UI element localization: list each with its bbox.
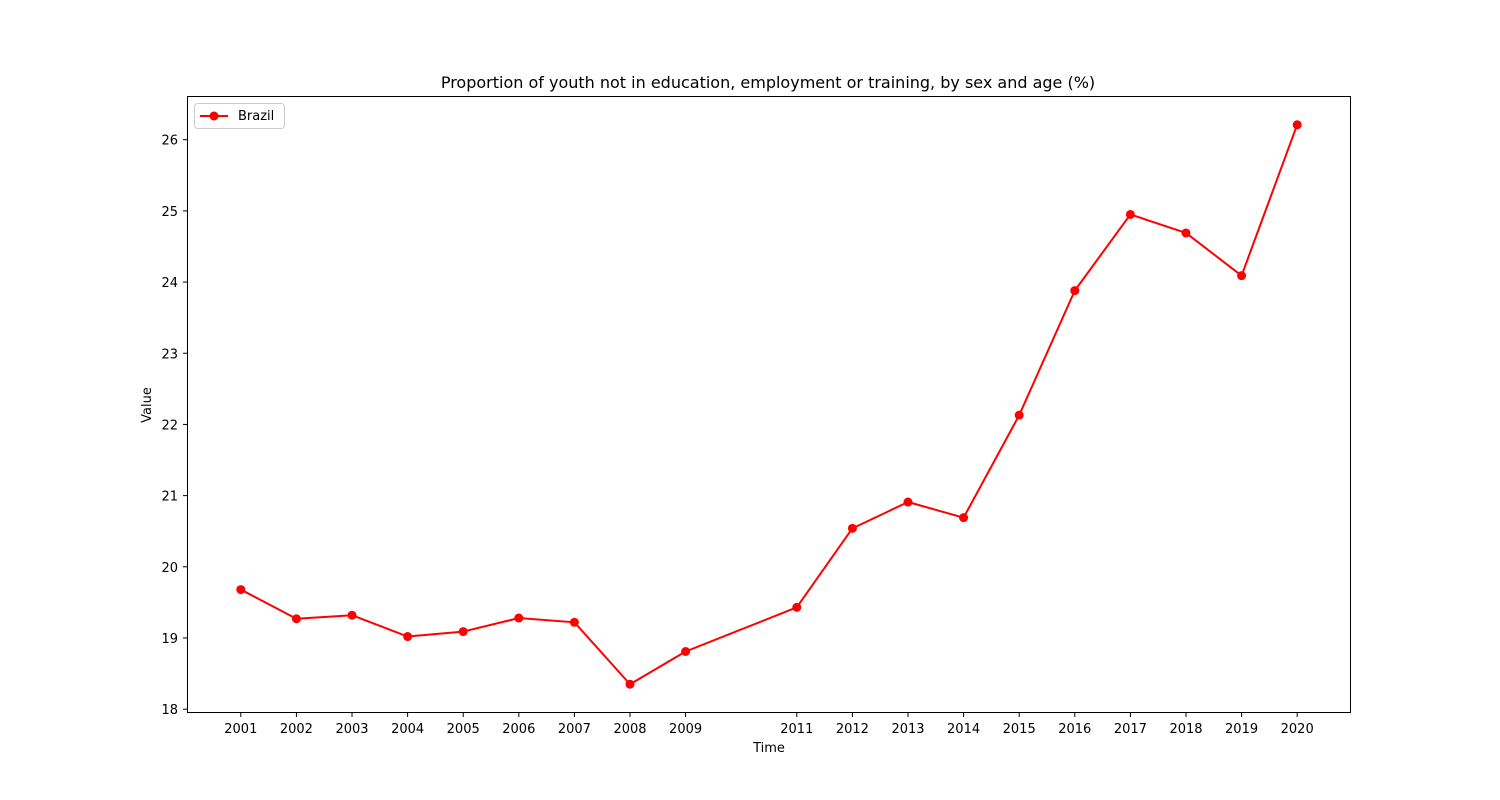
plot-area [187, 96, 1351, 713]
x-tick-label-2003: 2003 [335, 722, 368, 737]
data-point-2017 [1125, 209, 1135, 219]
legend: Brazil [194, 103, 285, 129]
x-axis-label: Time [752, 741, 785, 756]
x-tick-label-2015: 2015 [1003, 722, 1036, 737]
x-tick-label-2002: 2002 [280, 722, 313, 737]
data-point-2011 [792, 602, 802, 612]
data-point-2004 [403, 632, 413, 642]
data-point-2016 [1070, 286, 1080, 296]
data-point-2013 [903, 497, 913, 507]
data-point-2005 [458, 627, 468, 637]
data-point-2012 [847, 523, 857, 533]
data-point-2001 [236, 585, 246, 595]
x-tick-label-2011: 2011 [780, 722, 813, 737]
series-layer [236, 120, 1302, 689]
data-point-2018 [1181, 228, 1191, 238]
x-tick-label-2013: 2013 [891, 722, 924, 737]
series-line-brazil [240, 124, 1299, 686]
x-tick-label-2016: 2016 [1058, 722, 1091, 737]
data-point-2007 [569, 617, 579, 627]
y-tick-label-18: 18 [161, 703, 178, 718]
x-tick-label-2008: 2008 [613, 722, 646, 737]
y-axis: 18 19 20 21 22 23 24 25 26 [161, 134, 188, 718]
chart-title: Proportion of youth not in education, em… [441, 73, 1095, 92]
y-tick-label-19: 19 [161, 632, 178, 647]
x-tick-label-2012: 2012 [836, 722, 869, 737]
legend-box [194, 103, 285, 129]
y-tick-label-20: 20 [161, 561, 178, 576]
x-tick-label-2009: 2009 [669, 722, 702, 737]
data-point-2014 [959, 513, 969, 523]
legend-label-brazil: Brazil [238, 109, 274, 124]
x-tick-label-2006: 2006 [502, 722, 535, 737]
data-point-2008 [625, 679, 635, 689]
x-tick-label-2018: 2018 [1169, 722, 1202, 737]
x-axis: 2001 2002 2003 2004 2005 2006 2007 2008 2009 2011… [224, 712, 1314, 737]
data-point-2019 [1237, 271, 1247, 281]
data-point-2015 [1014, 410, 1024, 420]
x-tick-label-2014: 2014 [947, 722, 980, 737]
y-tick-label-23: 23 [161, 347, 178, 362]
y-axis-label: Value [140, 387, 155, 423]
y-tick-label-22: 22 [161, 418, 178, 433]
x-tick-label-2019: 2019 [1225, 722, 1258, 737]
data-point-2002 [291, 614, 301, 624]
data-point-2009 [681, 647, 691, 656]
x-tick-label-2017: 2017 [1114, 722, 1147, 737]
x-tick-label-2001: 2001 [224, 722, 257, 737]
data-point-2003 [347, 610, 357, 620]
y-tick-label-21: 21 [161, 490, 178, 505]
y-tick-label-24: 24 [161, 276, 178, 291]
data-point-2020 [1292, 120, 1302, 130]
data-point-2006 [514, 613, 524, 623]
x-tick-label-2020: 2020 [1281, 722, 1314, 737]
x-tick-label-2004: 2004 [391, 722, 424, 737]
x-tick-label-2007: 2007 [558, 722, 591, 737]
y-tick-label-25: 25 [161, 205, 178, 220]
y-tick-label-26: 26 [161, 134, 178, 149]
legend-marker [209, 111, 219, 121]
x-tick-label-2005: 2005 [447, 722, 480, 737]
